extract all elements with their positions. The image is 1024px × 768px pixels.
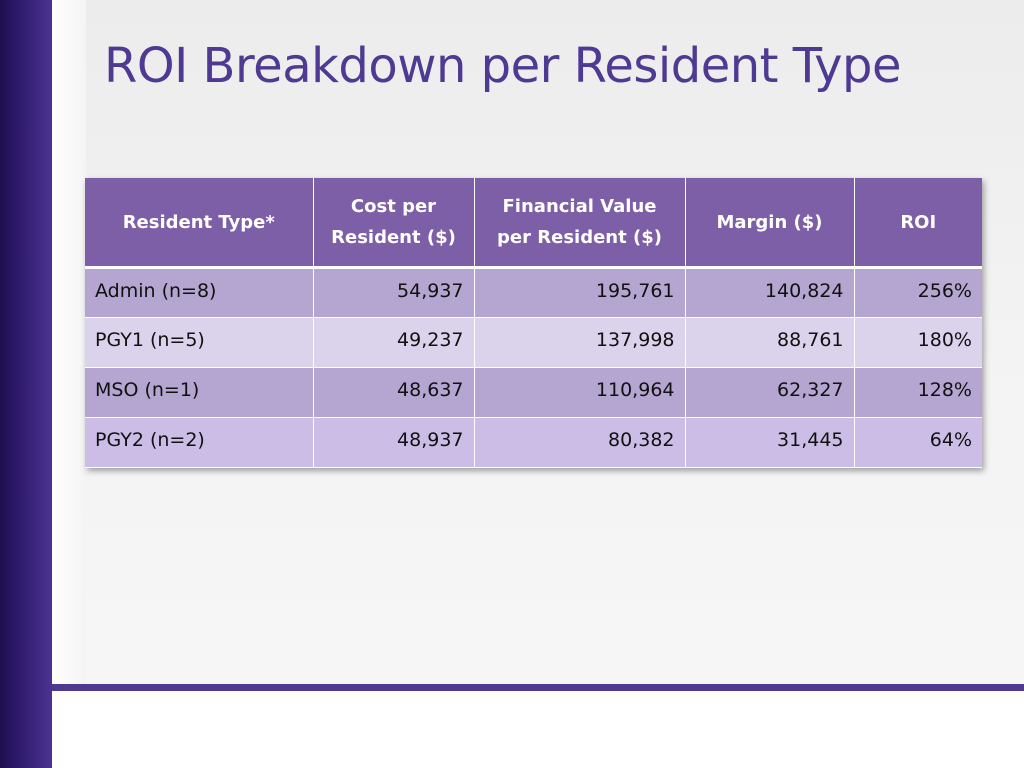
- table-row: Admin (n=8) 54,937 195,761 140,824 256%: [85, 267, 982, 318]
- table-row: PGY2 (n=2) 48,937 80,382 31,445 64%: [85, 417, 982, 468]
- footnote: * n= # of residents in current FY11 budg…: [62, 728, 386, 749]
- footer-area: [52, 691, 1024, 768]
- header-resident-type: Resident Type*: [85, 178, 314, 269]
- left-accent-bar: [0, 0, 52, 768]
- table-row: MSO (n=1) 48,637 110,964 62,327 128%: [85, 367, 982, 418]
- header-financial-value: Financial Value per Resident ($): [474, 178, 686, 269]
- roi-table-container: Resident Type* Cost per Resident ($) Fin…: [85, 178, 982, 468]
- cell-margin: 31,445: [685, 417, 855, 468]
- cell-cost: 49,237: [313, 317, 475, 368]
- cell-resident-type: MSO (n=1): [85, 367, 314, 418]
- cell-financial-value: 110,964: [474, 367, 686, 418]
- table-header-row: Resident Type* Cost per Resident ($) Fin…: [85, 178, 982, 269]
- cell-margin: 88,761: [685, 317, 855, 368]
- header-roi: ROI: [854, 178, 982, 269]
- cell-financial-value: 195,761: [474, 267, 686, 318]
- cell-margin: 140,824: [685, 267, 855, 318]
- bottom-divider-line: [52, 684, 1024, 691]
- roi-table: Resident Type* Cost per Resident ($) Fin…: [85, 178, 982, 468]
- cell-cost: 48,937: [313, 417, 475, 468]
- cell-resident-type: PGY1 (n=5): [85, 317, 314, 368]
- cell-cost: 54,937: [313, 267, 475, 318]
- left-margin-strip: [52, 0, 86, 684]
- cell-resident-type: Admin (n=8): [85, 267, 314, 318]
- header-margin: Margin ($): [685, 178, 855, 269]
- cell-roi: 64%: [854, 417, 982, 468]
- cell-roi: 256%: [854, 267, 982, 318]
- slide-title: ROI Breakdown per Resident Type: [104, 38, 901, 94]
- cell-resident-type: PGY2 (n=2): [85, 417, 314, 468]
- cell-financial-value: 80,382: [474, 417, 686, 468]
- table-row: PGY1 (n=5) 49,237 137,998 88,761 180%: [85, 317, 982, 368]
- cell-roi: 180%: [854, 317, 982, 368]
- header-cost-per-resident: Cost per Resident ($): [313, 178, 475, 269]
- cell-margin: 62,327: [685, 367, 855, 418]
- cell-financial-value: 137,998: [474, 317, 686, 368]
- cell-roi: 128%: [854, 367, 982, 418]
- cell-cost: 48,637: [313, 367, 475, 418]
